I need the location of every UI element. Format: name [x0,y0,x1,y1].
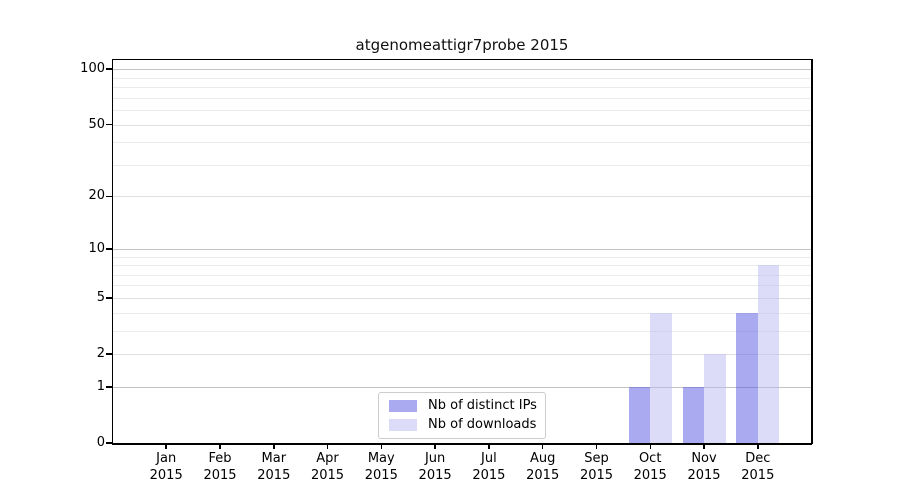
y-tick-label-2: 2 [96,346,105,361]
gridline-5 [113,297,811,299]
x-tick-label-dec: Dec 2015 [741,451,775,483]
gridline-30 [113,164,811,166]
gridline-90 [113,77,811,79]
x-axis-spine [112,443,812,445]
x-tick-label-apr: Apr 2015 [310,451,345,483]
legend-swatch-downloads [389,419,417,431]
x-tick-mark-mar [273,443,275,449]
y-tick-mark-5 [106,297,113,299]
x-tick-label-aug: Aug 2015 [526,451,560,483]
x-tick-label-jan: Jan 2015 [149,451,183,483]
x-tick-mark-sep [595,443,598,449]
x-tick-label-may: May 2015 [364,451,398,483]
legend-swatch-distinct-ips [389,400,417,412]
y-tick-label-0: 0 [96,435,105,450]
legend-label-downloads: Nb of downloads [428,417,537,432]
chart-title: atgenomeattigr7probe 2015 [355,36,569,54]
right-spine [811,59,813,444]
gridline-1 [113,386,811,388]
y-tick-mark-20 [106,195,113,198]
gridline-4 [113,312,811,314]
gridline-3 [113,330,811,332]
plot-area [111,58,813,445]
gridline-70 [113,97,811,99]
legend-item-distinct-ips: Nb of distinct IPs [389,399,537,413]
y-tick-label-5: 5 [96,289,105,305]
gridline-20 [113,196,811,198]
gridline-100 [113,69,811,71]
x-tick-mark-feb [219,443,221,449]
gridline-10 [113,248,811,250]
x-tick-mark-aug [541,443,544,449]
legend-item-downloads: Nb of downloads [389,418,537,432]
y-tick-label-10: 10 [88,240,105,256]
gridline-80 [113,87,811,88]
x-tick-label-oct: Oct 2015 [633,451,667,483]
gridline-2 [113,354,811,355]
x-tick-mark-apr [326,443,329,449]
bar-nov-distinct-ips [682,386,704,443]
bar-oct-distinct-ips [628,386,651,443]
y-tick-mark-100 [106,68,113,70]
gridline-9 [113,256,811,258]
x-tick-mark-jul [488,443,490,449]
x-tick-mark-nov [703,443,705,449]
top-spine [112,58,812,60]
gridline-50 [113,124,811,126]
x-tick-mark-may [380,443,383,449]
y-tick-label-100: 100 [80,61,105,77]
x-tick-label-feb: Feb 2015 [203,451,237,483]
x-tick-mark-jun [434,443,436,449]
y-tick-mark-0 [106,442,113,444]
x-tick-label-sep: Sep 2015 [579,451,614,483]
y-tick-mark-2 [106,353,113,355]
y-tick-mark-50 [106,123,113,126]
gridline-7 [113,274,811,276]
x-tick-label-nov: Nov 2015 [687,451,721,483]
y-tick-label-50: 50 [88,116,105,132]
y-tick-mark-1 [106,386,113,388]
x-tick-label-mar: Mar 2015 [257,451,291,483]
y-tick-mark-10 [106,248,113,250]
x-tick-label-jun: Jun 2015 [418,451,452,483]
x-tick-mark-oct [649,443,651,449]
y-axis-spine [111,59,113,444]
legend: Nb of distinct IPs Nb of downloads [378,392,546,439]
y-tick-label-1: 1 [96,378,105,394]
legend-label-distinct-ips: Nb of distinct IPs [428,398,537,413]
x-tick-mark-dec [757,443,759,449]
gridline-8 [113,265,811,266]
bar-dec-distinct-ips [736,312,758,443]
y-tick-label-20: 20 [88,188,105,204]
x-tick-mark-jan [165,443,167,449]
x-tick-label-jul: Jul 2015 [472,451,506,483]
bar-dec-downloads [757,265,780,443]
gridline-60 [113,109,811,111]
bar-nov-downloads [704,354,726,443]
bar-oct-downloads [650,312,672,443]
gridline-6 [113,285,811,287]
gridline-40 [113,142,811,144]
